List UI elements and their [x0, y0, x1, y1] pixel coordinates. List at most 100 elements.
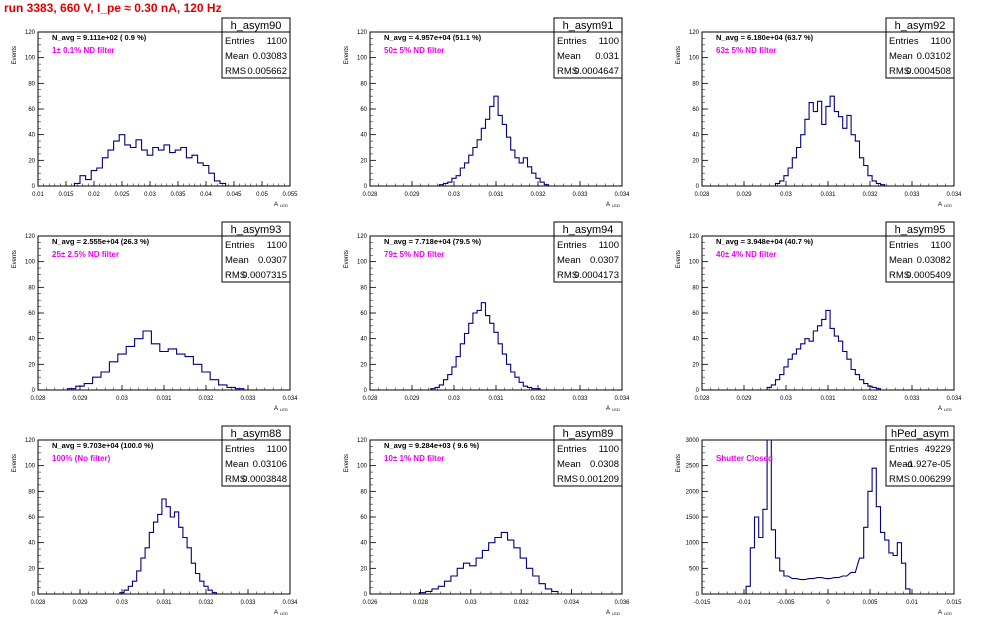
navg-label: N_avg = 4.957e+04 (51.1 %) — [384, 33, 482, 42]
x-tick-label: 0.029 — [72, 600, 88, 606]
stats-value: 0.0004508 — [906, 66, 951, 77]
y-tick-label: 20 — [360, 566, 367, 572]
histogram-panel-hPed_asym: -0.015 -0.01 -0.005 0 0.005 0.01 0.015 0 500 1000… — [676, 425, 962, 616]
y-tick-label: 40 — [28, 337, 35, 343]
y-tick-label: 40 — [360, 337, 367, 343]
x-tick-label: 0.033 — [572, 396, 588, 402]
page-title: run 3383, 660 V, I_pe ≈ 0.30 nA, 120 Hz — [4, 1, 222, 15]
y-axis-label: Events — [344, 250, 350, 268]
x-axis-label-sub: LED — [612, 611, 620, 616]
x-tick-label: 0.028 — [362, 396, 378, 402]
histogram-line — [73, 134, 227, 186]
stats-label: Entries — [557, 444, 587, 455]
y-tick-label: 120 — [25, 30, 36, 36]
x-tick-label: 0.032 — [862, 396, 878, 402]
y-tick-label: 100 — [689, 56, 700, 62]
x-tick-label: 0.026 — [362, 600, 378, 606]
y-tick-label: 80 — [692, 285, 699, 291]
stats-label: RMS — [889, 270, 910, 281]
y-axis-label: Events — [676, 46, 682, 64]
x-tick-label: 0.031 — [820, 396, 836, 402]
x-tick-label: 0.03 — [116, 600, 128, 606]
stats-value: 0.0005409 — [906, 270, 951, 281]
y-tick-label: 60 — [692, 107, 699, 113]
stats-value: 0.006299 — [911, 474, 951, 485]
stats-value: 1100 — [599, 36, 619, 47]
y-tick-label: 80 — [28, 285, 35, 291]
stats-label: Entries — [225, 444, 255, 455]
stats-box — [553, 221, 623, 283]
y-tick-label: 60 — [28, 107, 35, 113]
y-tick-label: 20 — [28, 158, 35, 164]
x-tick-label: 0.032 — [198, 600, 214, 606]
stats-label: RMS — [889, 474, 910, 485]
stats-label: Entries — [889, 444, 919, 455]
x-tick-label: 0.028 — [694, 396, 710, 402]
y-tick-label: 40 — [28, 133, 35, 139]
x-axis-label: A LED — [274, 406, 288, 412]
x-axis-label: A LED — [606, 610, 620, 616]
stats-label: Mean — [225, 459, 249, 470]
x-tick-label: 0.055 — [282, 192, 298, 198]
x-tick-label: 0.032 — [530, 396, 546, 402]
stats-value: 1100 — [267, 444, 287, 455]
x-tick-label: 0.032 — [530, 192, 546, 198]
x-tick-label: 0.029 — [404, 396, 420, 402]
histogram-panel-h_asym93: 0.028 0.029 0.03 0.031 0.032 0.033 0.034 0 20 40 6… — [12, 221, 298, 412]
y-tick-label: 0 — [696, 388, 700, 394]
y-tick-label: 120 — [357, 234, 368, 240]
x-tick-label: 0.028 — [362, 192, 378, 198]
x-tick-label: 0.028 — [694, 192, 710, 198]
x-axis-label-sub: LED — [280, 611, 288, 616]
stats-label: Mean — [225, 51, 249, 62]
y-tick-label: 0 — [364, 184, 368, 190]
stats-title: hPed_asym — [891, 428, 949, 440]
x-tick-label: 0.033 — [572, 192, 588, 198]
histogram-line — [774, 95, 886, 186]
x-tick-label: 0.034 — [282, 396, 298, 402]
filter-note: 63± 5% ND filter — [716, 46, 776, 55]
y-tick-label: 40 — [28, 541, 35, 547]
x-tick-label: 0.05 — [256, 192, 268, 198]
y-axis-label: Events — [12, 46, 18, 64]
stats-box — [553, 17, 623, 79]
y-tick-label: 80 — [360, 489, 367, 495]
x-tick-label: 0.034 — [946, 396, 962, 402]
y-tick-label: 20 — [360, 362, 367, 368]
stats-value: 0.03106 — [253, 459, 287, 470]
y-tick-label: 120 — [25, 438, 36, 444]
x-axis-label: A LED — [274, 202, 288, 208]
x-tick-label: 0.02 — [88, 192, 100, 198]
histogram-line — [745, 439, 911, 594]
x-tick-label: 0.031 — [488, 192, 504, 198]
y-tick-label: 0 — [696, 184, 700, 190]
stats-label: RMS — [225, 474, 246, 485]
y-tick-label: 20 — [692, 362, 699, 368]
histogram-panel-h_asym88: 0.028 0.029 0.03 0.031 0.032 0.033 0.034 0 20 40 6… — [12, 425, 298, 616]
x-tick-label: 0.03 — [448, 396, 460, 402]
y-tick-label: 60 — [692, 311, 699, 317]
stats-value: 1100 — [267, 240, 287, 251]
x-tick-label: -0.01 — [737, 600, 751, 606]
x-tick-label: 0.01 — [906, 600, 918, 606]
y-tick-label: 100 — [25, 56, 36, 62]
filter-note: 79± 5% ND filter — [384, 250, 444, 259]
stats-box — [553, 425, 623, 487]
navg-label: N_avg = 2.555e+04 (26.3 %) — [52, 237, 150, 246]
stats-label: Mean — [557, 51, 581, 62]
x-axis-label-sub: LED — [612, 407, 620, 412]
y-tick-label: 40 — [692, 337, 699, 343]
y-tick-label: 3000 — [686, 438, 700, 444]
y-tick-label: 40 — [360, 541, 367, 547]
y-tick-label: 80 — [692, 81, 699, 87]
y-tick-label: 60 — [28, 311, 35, 317]
x-tick-label: 0.025 — [114, 192, 130, 198]
stats-label: Entries — [889, 36, 919, 47]
filter-note: 25± 2.5% ND filter — [52, 250, 119, 259]
x-tick-label: 0.005 — [862, 600, 878, 606]
histogram-line — [119, 498, 218, 594]
x-axis-label: A LED — [938, 610, 952, 616]
x-axis-label: A LED — [606, 406, 620, 412]
x-tick-label: 0.031 — [156, 396, 172, 402]
stats-label: RMS — [225, 270, 246, 281]
